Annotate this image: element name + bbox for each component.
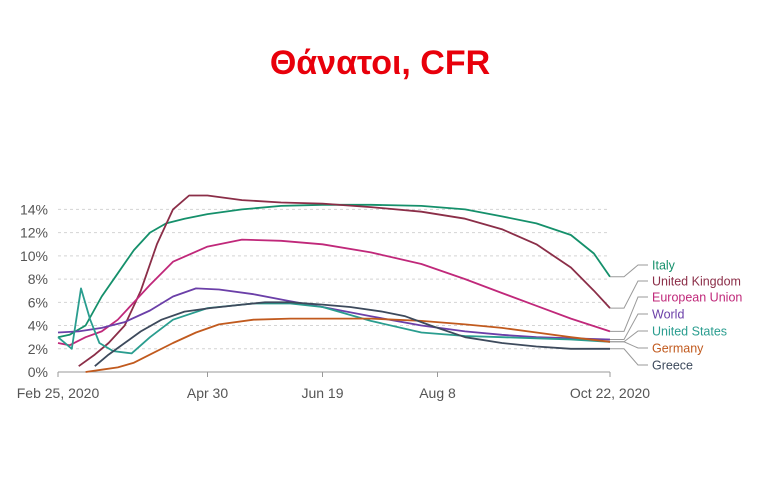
y-axis-ticks: 0% 2% 4% 6% 8% 10% 12% 14% bbox=[20, 201, 48, 380]
y-tick-label: 6% bbox=[28, 294, 48, 310]
series-line-italy bbox=[57, 203, 611, 339]
chart-title: Θάνατοι, CFR bbox=[269, 44, 491, 82]
grid-lines bbox=[58, 208, 610, 373]
series-line-united-states bbox=[57, 287, 611, 355]
legend-leader-line bbox=[610, 280, 648, 309]
legend-label: United Kingdom bbox=[652, 275, 741, 289]
legend-label: Italy bbox=[652, 259, 676, 273]
y-tick-label: 0% bbox=[28, 364, 48, 380]
series-line-european-union bbox=[57, 238, 611, 347]
legend-label: United States bbox=[652, 325, 727, 339]
legend-label: Greece bbox=[652, 359, 693, 373]
legend-label: European Union bbox=[652, 291, 742, 305]
y-tick-label: 2% bbox=[28, 341, 48, 357]
x-tick-label: Oct 22, 2020 bbox=[570, 385, 650, 401]
legend-leader-line bbox=[610, 348, 648, 366]
y-tick-label: 10% bbox=[20, 248, 48, 264]
legend-leader-line bbox=[610, 341, 648, 349]
x-tick-label: Feb 25, 2020 bbox=[17, 385, 100, 401]
x-tick-label: Jun 19 bbox=[301, 385, 343, 401]
series-line-germany bbox=[85, 317, 611, 373]
legend-leader-line bbox=[610, 264, 648, 278]
legend-leader-line bbox=[610, 296, 648, 332]
y-tick-label: 14% bbox=[20, 201, 48, 217]
legend-label: Germany bbox=[652, 342, 704, 356]
y-tick-label: 12% bbox=[20, 225, 48, 241]
legend-leader-line bbox=[610, 313, 648, 340]
legend: Italy United Kingdom European Union World Un… bbox=[610, 259, 742, 373]
y-tick-label: 4% bbox=[28, 318, 48, 334]
legend-label: World bbox=[652, 308, 684, 322]
x-tick-label: Aug 8 bbox=[419, 385, 456, 401]
series-lines bbox=[57, 194, 611, 373]
x-axis-ticks: Feb 25, 2020 Apr 30 Jun 19 Aug 8 Oct 22, 202… bbox=[17, 372, 650, 401]
series-line-united-kingdom bbox=[78, 194, 611, 367]
y-tick-label: 8% bbox=[28, 271, 48, 287]
series-line-world bbox=[57, 287, 611, 341]
legend-leader-line bbox=[610, 330, 648, 343]
series-line-greece bbox=[94, 301, 610, 367]
x-tick-label: Apr 30 bbox=[187, 385, 228, 401]
